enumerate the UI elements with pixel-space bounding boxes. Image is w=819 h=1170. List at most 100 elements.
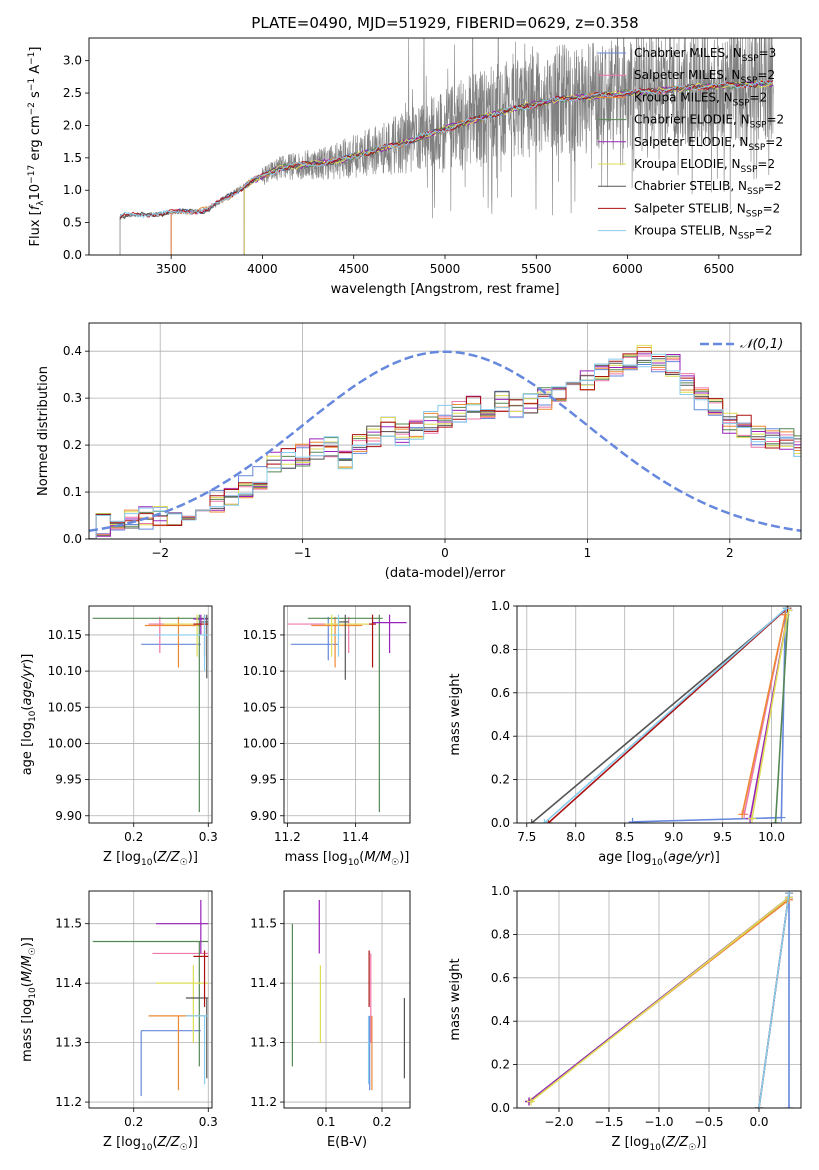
y-tick-label: 0.8: [491, 642, 510, 656]
y-tick-label: 0.6: [491, 686, 510, 700]
x-tick-label: −1: [294, 546, 312, 560]
mass-weight-marker-0: [785, 1104, 793, 1108]
mass-weight-line-3: [774, 610, 790, 823]
y-tick-label: 2.0: [63, 118, 82, 132]
residual-histogram-5: [89, 344, 801, 539]
plot-area: [291, 899, 405, 1091]
x-axis-label: E(B-V): [327, 1135, 367, 1150]
y-tick-label: 11.5: [250, 917, 277, 931]
x-tick-label: 9.0: [664, 830, 683, 844]
x-tick-label: 7.5: [517, 830, 536, 844]
plot-area: [89, 344, 801, 539]
y-axis-label: Flux [fλ10−17 erg cm−2 s−1 A−1]: [27, 47, 46, 247]
y-tick-label: 0.0: [491, 816, 510, 830]
mass-weight-marker-8: [785, 891, 793, 898]
y-tick-label: 1.0: [63, 183, 82, 197]
y-tick-label: 0.0: [63, 532, 82, 546]
x-tick-label: 0.1: [316, 1115, 335, 1129]
panel-residuals: −2 −1 0 1 2 0.0 0.1 0.2 0.3 0.4 (data-model)/error…: [36, 322, 802, 581]
y-tick-label: 9.90: [250, 809, 277, 823]
y-tick-label: 10.00: [243, 736, 277, 750]
x-tick-label: 4000: [247, 262, 278, 276]
mass-weight-marker-0: [777, 813, 786, 822]
y-tick-label: 11.4: [250, 976, 277, 990]
x-tick-label: 5000: [430, 262, 461, 276]
plot-area: [525, 891, 793, 1108]
panel-massweight_vs_Z: −2.0 −1.5 −1.0 −0.5 0.0 0.0 0.2 0.4 0.6 0.8 1.0 Z […: [448, 884, 802, 1153]
x-axis-label: mass [log10(M/M☉)]: [285, 850, 410, 868]
y-tick-label: 0.0: [63, 248, 82, 262]
x-tick-label: −2: [151, 546, 169, 560]
y-axis-label: mass weight: [448, 958, 463, 1040]
x-tick-label: 5500: [521, 262, 552, 276]
x-tick-label: 8.5: [615, 830, 634, 844]
legend-label-4: Salpeter ELODIE, NSSP=2: [634, 135, 783, 153]
y-axis-label: age [log10(age/yr)]: [20, 654, 38, 776]
mass-weight-marker-5: [748, 814, 757, 823]
mass-weight-marker-0: [628, 817, 637, 823]
y-tick-label: 11.3: [55, 1036, 82, 1050]
x-tick-label: 6000: [612, 262, 643, 276]
x-tick-label: 0.3: [199, 830, 218, 844]
plot-area: [527, 606, 793, 823]
residual-histogram-8: [89, 353, 801, 539]
mass-weight-marker-2: [738, 810, 747, 819]
legend-label-7: Salpeter STELIB, NSSP=2: [634, 201, 780, 219]
mass-weight-marker-3: [771, 819, 780, 823]
mass-weight-line-5: [751, 610, 790, 819]
legend-label-3: Chabrier ELODIE, NSSP=2: [634, 113, 784, 131]
y-tick-label: 0.2: [63, 438, 82, 452]
y-tick-label: 11.4: [55, 976, 82, 990]
residual-histogram-7: [89, 351, 801, 539]
legend-label-normal: 𝒩(0,1): [740, 337, 783, 352]
x-tick-label: 11.4: [342, 830, 369, 844]
y-tick-label: 9.90: [55, 809, 82, 823]
y-tick-label: 10.15: [243, 628, 277, 642]
x-tick-label: 9.5: [713, 830, 732, 844]
y-tick-label: 1.0: [491, 884, 510, 898]
mass-weight-marker-5: [527, 1097, 535, 1106]
y-tick-label: 10.10: [243, 664, 277, 678]
residual-histogram-6: [89, 358, 801, 539]
x-axis-label: wavelength [Angstrom, rest frame]: [331, 282, 560, 297]
y-tick-label: 1.5: [63, 151, 82, 165]
mass-weight-line-8: [543, 607, 787, 823]
residual-histogram-3: [89, 355, 801, 539]
x-tick-label: −2.0: [544, 1115, 573, 1129]
x-tick-label: 2: [726, 546, 734, 560]
y-tick-label: 10.00: [48, 736, 82, 750]
y-tick-label: 9.95: [250, 773, 277, 787]
axes-frame: [88, 890, 213, 1109]
y-tick-label: 0.4: [491, 1014, 510, 1028]
panel-mass_vs_EBV: 0.1 0.2 11.2 11.3 11.4 11.5 E(B-V): [250, 890, 411, 1150]
y-axis-label: mass [log10(M/M☉)]: [20, 937, 38, 1062]
x-axis-label: (data-model)/error: [385, 566, 506, 581]
y-tick-label: 0.5: [63, 216, 82, 230]
model-line-8: [119, 79, 774, 219]
y-tick-label: 0.6: [491, 971, 510, 985]
plot-area: [92, 614, 209, 813]
axes-frame: [88, 37, 802, 256]
axes-frame: [283, 605, 411, 824]
normal-curve: [89, 350, 801, 533]
x-tick-label: 1: [584, 546, 592, 560]
y-tick-label: 0.3: [63, 391, 82, 405]
x-tick-label: 4500: [338, 262, 369, 276]
x-axis-label: Z [log10(Z/Z☉)]: [103, 850, 198, 868]
residual-histogram-4: [89, 353, 801, 539]
x-axis-label: age [log10(age/yr)]: [598, 850, 720, 868]
axes-frame: [516, 605, 802, 824]
y-tick-label: 2.5: [63, 86, 82, 100]
x-tick-label: 0.2: [124, 830, 143, 844]
y-tick-label: 0.2: [491, 1058, 510, 1072]
y-tick-label: 10.10: [48, 664, 82, 678]
residual-histogram-2: [89, 347, 801, 539]
y-tick-label: 10.05: [243, 700, 277, 714]
y-tick-label: 11.5: [55, 917, 82, 931]
x-tick-label: −1.0: [644, 1115, 673, 1129]
y-axis-label: Normed distribution: [36, 366, 51, 496]
y-tick-label: 9.95: [55, 773, 82, 787]
mass-weight-marker-8: [782, 606, 791, 613]
x-tick-label: −0.5: [694, 1115, 723, 1129]
